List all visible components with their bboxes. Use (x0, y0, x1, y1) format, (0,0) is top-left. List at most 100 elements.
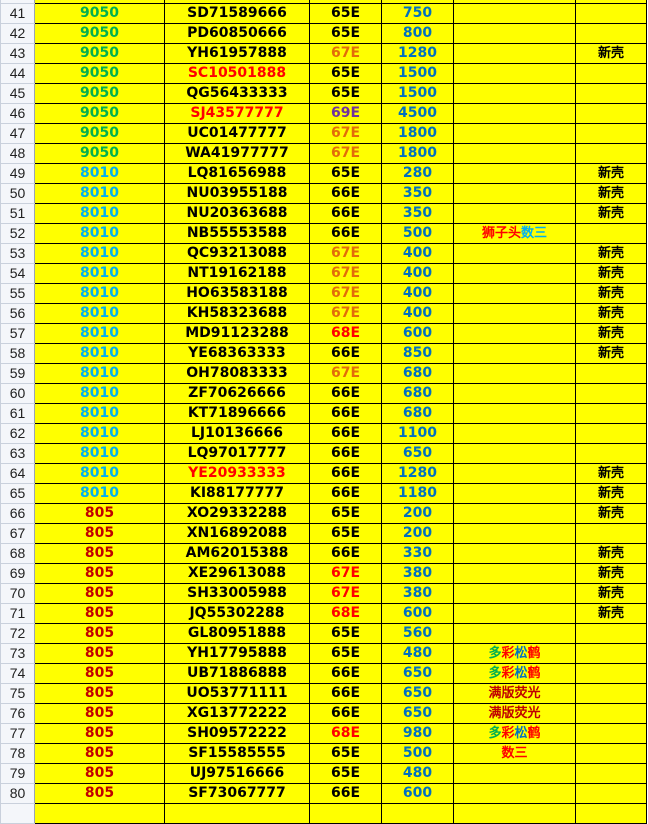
grade-cell[interactable]: 66E (309, 443, 382, 464)
note-cell[interactable] (453, 503, 576, 524)
grade-cell[interactable]: 67E (309, 363, 382, 384)
status-cell[interactable] (575, 23, 647, 44)
status-cell[interactable] (575, 403, 647, 424)
row-header[interactable]: 50 (0, 183, 35, 204)
price-cell[interactable]: 1100 (381, 423, 454, 444)
model-cell[interactable]: 9050 (34, 143, 165, 164)
row-header[interactable]: 66 (0, 503, 35, 524)
price-cell[interactable]: 500 (381, 223, 454, 244)
price-cell[interactable]: 1500 (381, 83, 454, 104)
grade-cell[interactable]: 68E (309, 723, 382, 744)
row-header[interactable]: 65 (0, 483, 35, 504)
serial-number-cell[interactable]: SF73067777 (164, 783, 310, 804)
row-header[interactable]: 75 (0, 683, 35, 704)
price-cell[interactable]: 480 (381, 643, 454, 664)
note-cell[interactable]: 满版荧光 (453, 703, 576, 724)
grade-cell[interactable]: 66E (309, 403, 382, 424)
model-cell[interactable]: 805 (34, 763, 165, 784)
serial-number-cell[interactable]: QG56433333 (164, 83, 310, 104)
status-cell[interactable] (575, 703, 647, 724)
row-header[interactable]: 48 (0, 143, 35, 164)
price-cell[interactable]: 650 (381, 443, 454, 464)
price-cell[interactable]: 380 (381, 583, 454, 604)
note-cell[interactable]: 数三 (453, 743, 576, 764)
note-cell[interactable] (453, 163, 576, 184)
row-header[interactable]: 44 (0, 63, 35, 84)
grade-cell[interactable]: 66E (309, 783, 382, 804)
note-cell[interactable] (453, 63, 576, 84)
grade-cell[interactable]: 65E (309, 503, 382, 524)
row-header[interactable]: 47 (0, 123, 35, 144)
status-cell[interactable]: 新壳 (575, 243, 647, 264)
price-cell[interactable]: 600 (381, 603, 454, 624)
note-cell[interactable] (453, 783, 576, 804)
row-header[interactable]: 76 (0, 703, 35, 724)
row-header[interactable]: 59 (0, 363, 35, 384)
serial-number-cell[interactable]: XN16892088 (164, 523, 310, 544)
price-cell[interactable]: 4500 (381, 103, 454, 124)
note-cell[interactable] (453, 3, 576, 24)
model-cell[interactable]: 805 (34, 583, 165, 604)
serial-number-cell[interactable]: YE68363333 (164, 343, 310, 364)
note-cell[interactable]: 多彩松鹤 (453, 643, 576, 664)
model-cell[interactable]: 9050 (34, 23, 165, 44)
model-cell[interactable]: 805 (34, 643, 165, 664)
model-cell[interactable]: 8010 (34, 363, 165, 384)
serial-number-cell[interactable]: YH61957888 (164, 43, 310, 64)
serial-number-cell[interactable]: YE20933333 (164, 463, 310, 484)
row-header[interactable]: 61 (0, 403, 35, 424)
status-cell[interactable] (575, 103, 647, 124)
model-cell[interactable]: 9050 (34, 123, 165, 144)
price-cell[interactable]: 1180 (381, 483, 454, 504)
note-cell[interactable] (453, 483, 576, 504)
grade-cell[interactable]: 66E (309, 423, 382, 444)
model-cell[interactable]: 805 (34, 603, 165, 624)
serial-number-cell[interactable]: KH58323688 (164, 303, 310, 324)
model-cell[interactable]: 805 (34, 663, 165, 684)
note-cell[interactable]: 狮子头数三 (453, 223, 576, 244)
serial-number-cell[interactable]: XE29613088 (164, 563, 310, 584)
status-cell[interactable]: 新壳 (575, 583, 647, 604)
price-cell[interactable]: 750 (381, 3, 454, 24)
model-cell[interactable]: 805 (34, 563, 165, 584)
grade-cell[interactable]: 66E (309, 483, 382, 504)
price-cell[interactable]: 650 (381, 703, 454, 724)
grade-cell[interactable]: 67E (309, 123, 382, 144)
serial-number-cell[interactable]: NB55553588 (164, 223, 310, 244)
grade-cell[interactable]: 65E (309, 63, 382, 84)
row-header[interactable]: 42 (0, 23, 35, 44)
status-cell[interactable]: 新壳 (575, 163, 647, 184)
note-cell[interactable] (453, 563, 576, 584)
model-cell[interactable]: 805 (34, 703, 165, 724)
price-cell[interactable]: 800 (381, 23, 454, 44)
price-cell[interactable]: 850 (381, 343, 454, 364)
model-cell[interactable]: 805 (34, 523, 165, 544)
row-header[interactable]: 62 (0, 423, 35, 444)
note-cell[interactable] (453, 123, 576, 144)
price-cell[interactable]: 650 (381, 683, 454, 704)
status-cell[interactable] (575, 383, 647, 404)
row-header[interactable]: 58 (0, 343, 35, 364)
status-cell[interactable]: 新壳 (575, 323, 647, 344)
model-cell[interactable]: 8010 (34, 443, 165, 464)
row-header[interactable]: 69 (0, 563, 35, 584)
model-cell[interactable]: 9050 (34, 43, 165, 64)
serial-number-cell[interactable]: SH09572222 (164, 723, 310, 744)
serial-number-cell[interactable]: UC01477777 (164, 123, 310, 144)
note-cell[interactable] (453, 283, 576, 304)
serial-number-cell[interactable]: SD71589666 (164, 3, 310, 24)
serial-number-cell[interactable]: YH17795888 (164, 643, 310, 664)
model-cell[interactable]: 9050 (34, 63, 165, 84)
serial-number-cell[interactable]: WA41977777 (164, 143, 310, 164)
grade-cell[interactable]: 66E (309, 543, 382, 564)
serial-number-cell[interactable]: AM62015388 (164, 543, 310, 564)
price-cell[interactable]: 480 (381, 763, 454, 784)
status-cell[interactable] (575, 743, 647, 764)
price-cell[interactable]: 600 (381, 783, 454, 804)
serial-number-cell[interactable]: GL80951888 (164, 623, 310, 644)
status-cell[interactable] (575, 363, 647, 384)
price-cell[interactable]: 680 (381, 383, 454, 404)
price-cell[interactable]: 1800 (381, 123, 454, 144)
serial-number-cell[interactable]: LQ81656988 (164, 163, 310, 184)
grade-cell[interactable]: 66E (309, 183, 382, 204)
